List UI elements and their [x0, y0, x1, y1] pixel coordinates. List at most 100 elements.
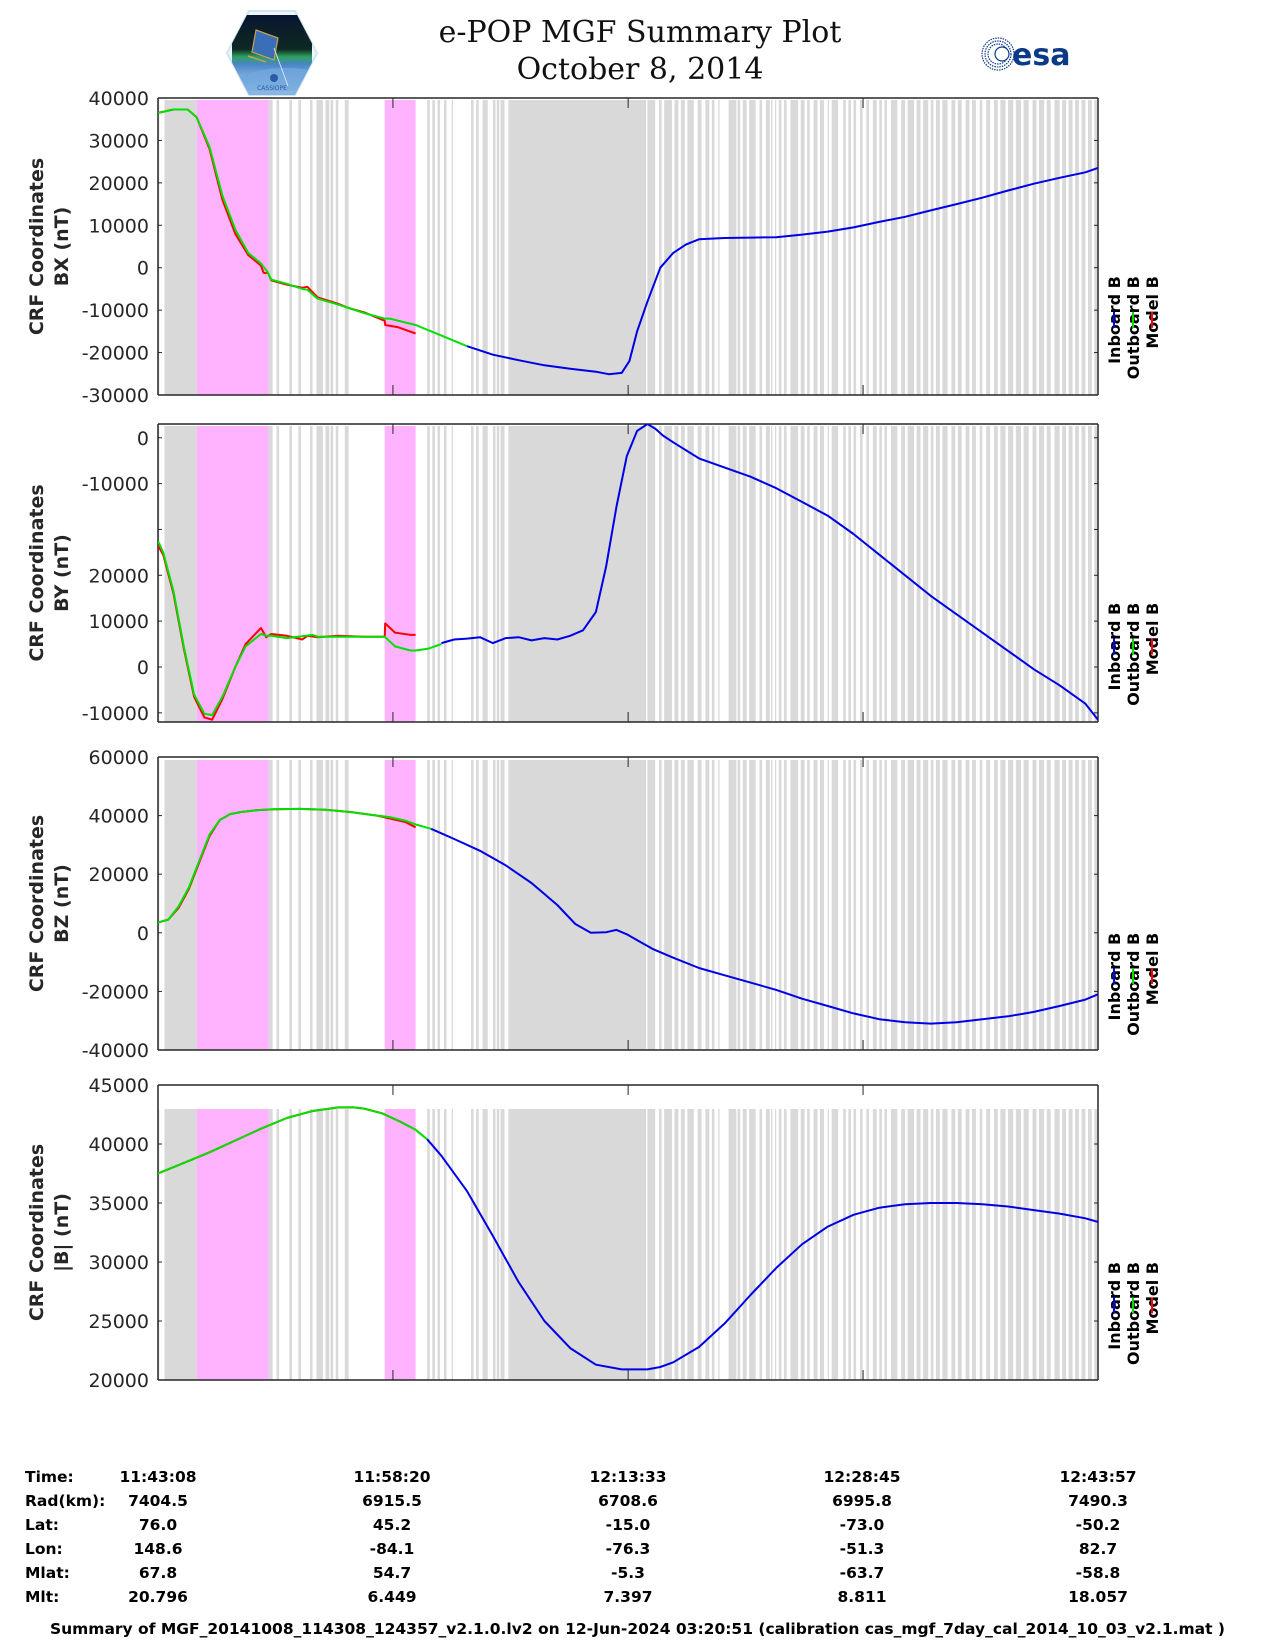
data-gap-band	[298, 760, 301, 1050]
data-gap-band	[972, 1109, 976, 1380]
data-gap-band	[813, 760, 818, 1050]
data-gap-band	[901, 100, 906, 395]
ephemeris-row-label: Mlat:	[25, 1564, 70, 1582]
data-gap-band	[664, 760, 672, 1050]
data-gap-band	[737, 100, 741, 395]
highlight-band	[384, 1109, 416, 1380]
ephemeris-value: -50.2	[1075, 1516, 1121, 1534]
data-gap-band	[1087, 100, 1092, 395]
data-gap-band	[778, 100, 782, 395]
data-gap-band	[1075, 426, 1079, 722]
data-gap-band	[831, 100, 839, 395]
data-gap-band	[470, 760, 474, 1050]
data-gap-band	[930, 100, 934, 395]
series-outboard-b	[158, 1106, 428, 1175]
ephemeris-value: -84.1	[369, 1540, 415, 1558]
data-gap-band	[325, 760, 330, 1050]
highlight-band	[196, 760, 269, 1050]
data-gap-band	[687, 1109, 694, 1380]
data-gap-band	[1054, 760, 1060, 1050]
data-gap-band	[1000, 760, 1006, 1050]
series-outboard-b	[158, 540, 442, 717]
data-gap-band	[674, 100, 679, 395]
data-gap-band	[1087, 760, 1092, 1050]
data-gap-band	[164, 1109, 197, 1380]
data-gap-band	[268, 1109, 273, 1380]
data-gap-band	[482, 760, 488, 1050]
data-gap-band	[853, 426, 857, 722]
data-gap-band	[1032, 1109, 1037, 1380]
data-gap-band	[437, 1109, 441, 1380]
data-gap-band	[1000, 100, 1006, 395]
data-gap-band	[508, 1109, 647, 1380]
data-gap-band	[325, 100, 330, 395]
data-gap-band	[783, 760, 787, 1050]
data-gap-band	[993, 760, 998, 1050]
data-gap-band	[705, 1109, 710, 1380]
data-gap-band	[276, 100, 280, 395]
data-gap-band	[872, 100, 877, 395]
data-gap-band	[276, 426, 280, 722]
data-gap-band	[728, 426, 737, 722]
data-gap-band	[718, 426, 720, 722]
data-gap-band	[807, 426, 810, 722]
data-gap-band	[451, 100, 453, 395]
ephemeris-value: 148.6	[133, 1540, 183, 1558]
ephemeris-row-label: Mlt:	[25, 1588, 60, 1606]
data-gap-band	[737, 1109, 741, 1380]
data-gap-band	[647, 760, 656, 1050]
data-gap-band	[742, 426, 747, 722]
data-gap-band	[316, 1109, 323, 1380]
data-gap-band	[325, 426, 330, 722]
data-gap-band	[942, 100, 948, 395]
legend-label: Outboard B	[1124, 1262, 1143, 1365]
data-gap-band	[1054, 426, 1060, 722]
data-gap-band	[737, 426, 741, 722]
data-gap-band	[923, 100, 929, 395]
ephemeris-row: Rad(km): 7404.5 6915.5 6708.6 6995.8 7490.3	[0, 1492, 1275, 1516]
data-gap-band	[1032, 760, 1037, 1050]
data-gap-band	[309, 100, 313, 395]
data-gap-band	[778, 426, 782, 722]
data-gap-band	[697, 426, 702, 722]
data-gap-band	[951, 100, 956, 395]
data-gap-band	[1039, 100, 1045, 395]
data-gap-band	[476, 100, 479, 395]
data-gap-band	[1075, 760, 1079, 1050]
y-tick-label: 60000	[89, 747, 149, 769]
data-gap-band	[718, 100, 720, 395]
data-gap-band	[443, 760, 447, 1050]
data-gap-band	[979, 1109, 983, 1380]
ephemeris-value: 45.2	[372, 1516, 412, 1534]
data-gap-band	[1008, 426, 1014, 722]
data-gap-band	[335, 1109, 339, 1380]
data-gap-band	[705, 760, 710, 1050]
data-gap-band	[711, 426, 715, 722]
data-gap-band	[659, 1109, 662, 1380]
ephemeris-value: 7490.3	[1068, 1492, 1128, 1510]
y-tick-label: -40000	[82, 1040, 149, 1062]
data-gap-band	[783, 426, 787, 722]
data-gap-band	[901, 760, 906, 1050]
y-tick-label: -10000	[82, 300, 149, 322]
data-gap-band	[325, 1109, 330, 1380]
data-gap-band	[820, 760, 824, 1050]
data-gap-band	[500, 760, 505, 1050]
data-gap-band	[437, 426, 441, 722]
data-gap-band	[879, 426, 882, 722]
data-gap-band	[728, 1109, 737, 1380]
series-inboard-b	[426, 1138, 1098, 1371]
data-gap-band	[647, 1109, 656, 1380]
data-gap-band	[1000, 1109, 1006, 1380]
data-gap-band	[979, 426, 983, 722]
data-gap-band	[335, 760, 339, 1050]
data-gap-band	[687, 426, 694, 722]
data-gap-band	[813, 426, 818, 722]
data-gap-band	[774, 100, 777, 395]
data-gap-band	[276, 1109, 280, 1380]
y-tick-label: 0	[137, 258, 149, 280]
data-gap-band	[907, 100, 915, 395]
panel-by: 0 -10000 20000 10000 0 -10000 CRF Coordinates B…	[26, 423, 1162, 725]
data-gap-band	[986, 426, 991, 722]
